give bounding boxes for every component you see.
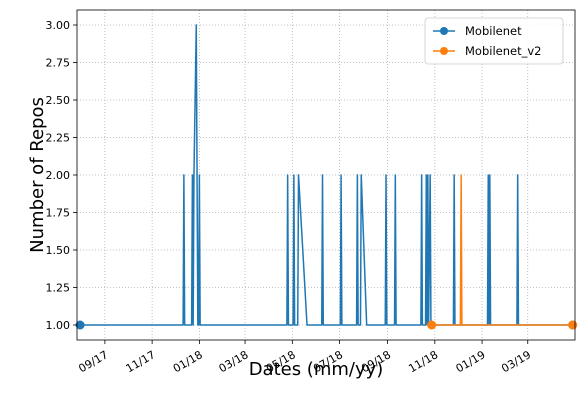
- y-tick-label: 1.50: [46, 244, 71, 257]
- y-tick-label: 2.25: [46, 132, 71, 145]
- x-tick-label: 11/18: [406, 348, 440, 375]
- data-point-marker: [75, 320, 85, 330]
- y-tick-label: 2.50: [46, 94, 71, 107]
- x-axis-title: Dates (mm/yy): [249, 359, 384, 380]
- x-tick-label: 03/18: [217, 348, 251, 375]
- series-line-1: [80, 24, 573, 326]
- legend: Mobilenet Mobilenet_v2: [424, 17, 564, 65]
- legend-swatch-marker: [440, 47, 448, 55]
- y-tick-label: 3.00: [46, 19, 71, 32]
- series-group: [75, 24, 578, 330]
- y-tick-label: 1.00: [46, 319, 71, 332]
- x-tick-label: 01/18: [171, 348, 205, 375]
- y-tick-label: 2.75: [46, 57, 71, 70]
- legend-label: Mobilenet: [465, 24, 522, 38]
- y-tick-label: 1.75: [46, 207, 71, 220]
- legend-label: Mobilenet_v2: [465, 44, 541, 58]
- series-line-2: [431, 174, 573, 326]
- x-tick-label: 09/17: [76, 348, 110, 375]
- x-tick-label: 01/19: [454, 348, 488, 375]
- legend-box: [424, 17, 564, 65]
- y-tick-label: 1.25: [46, 282, 71, 295]
- x-tick-label: 03/19: [499, 348, 533, 375]
- y-axis-title: Number of Repos: [27, 97, 48, 253]
- x-tick-label: 11/17: [124, 348, 158, 375]
- data-point-marker: [568, 320, 578, 330]
- legend-swatch-marker: [440, 27, 448, 35]
- y-tick-label: 2.00: [46, 169, 71, 182]
- data-point-marker: [427, 320, 437, 330]
